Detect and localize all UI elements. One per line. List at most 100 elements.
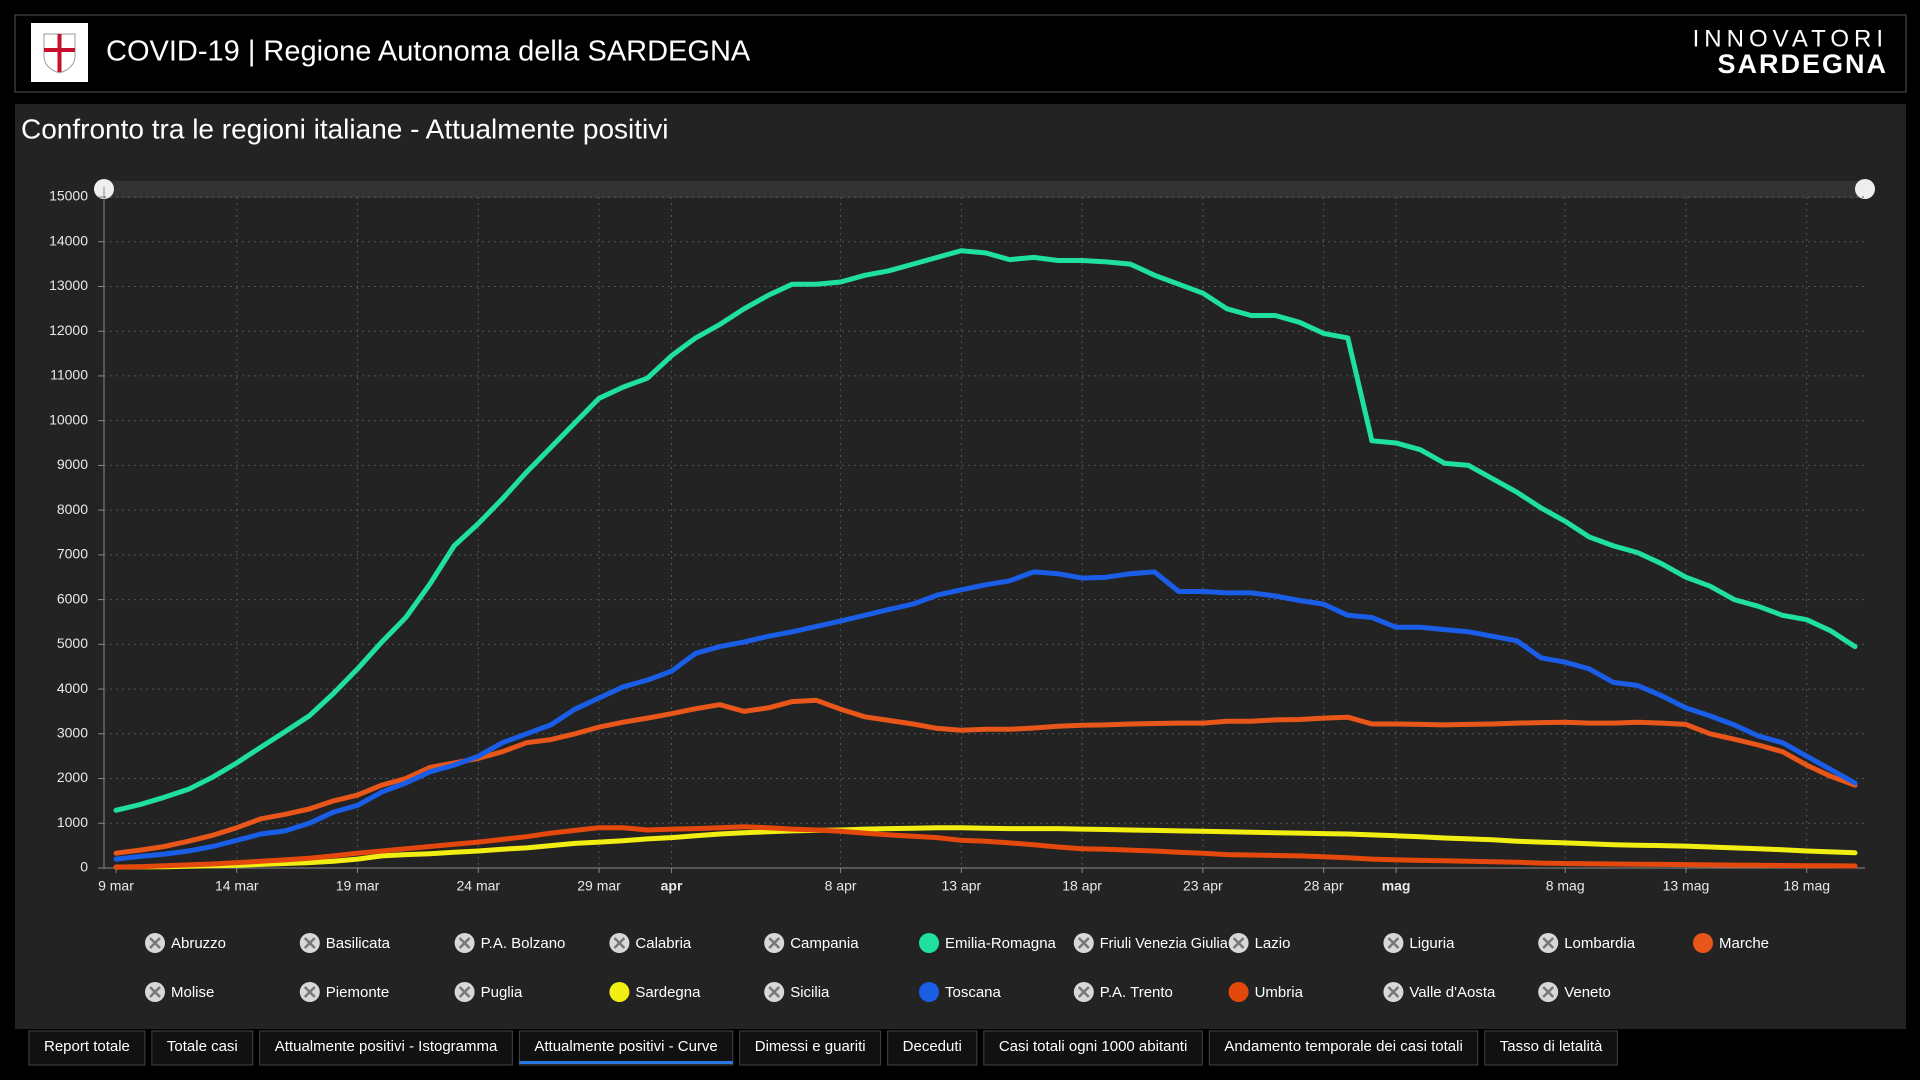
legend-hidden-mark xyxy=(1232,937,1245,949)
y-tick-label: 12000 xyxy=(49,322,88,338)
tab[interactable]: Attualmente positivi - Istogramma xyxy=(259,1030,513,1066)
legend-item[interactable]: Liguria xyxy=(1383,933,1455,953)
tab-box xyxy=(518,1030,734,1066)
tab[interactable]: Casi totali ogni 1000 abitanti xyxy=(983,1030,1203,1066)
legend-item[interactable]: Puglia xyxy=(454,982,523,1002)
tab[interactable]: Deceduti xyxy=(887,1030,978,1066)
x-tick-label: 24 mar xyxy=(457,878,501,894)
header-bar xyxy=(14,14,1907,93)
legend-hidden-mark xyxy=(303,937,316,949)
legend-hidden-mark xyxy=(303,986,316,998)
legend-label: Friuli Venezia Giulia xyxy=(1100,935,1229,952)
legend-item[interactable]: Calabria xyxy=(609,933,692,953)
tab-label: Report totale xyxy=(44,1038,130,1055)
tab[interactable]: Dimessi e guariti xyxy=(739,1030,882,1066)
x-tick-label: 18 apr xyxy=(1062,878,1102,894)
tab-label: Deceduti xyxy=(903,1038,962,1055)
legend-hidden-mark xyxy=(613,937,626,949)
series-line xyxy=(113,697,1858,856)
legend-item[interactable]: Valle d'Aosta xyxy=(1383,982,1496,1002)
legend-label: Valle d'Aosta xyxy=(1409,984,1496,1001)
chart-panel xyxy=(15,104,1906,1029)
legend-item[interactable]: Molise xyxy=(145,982,214,1002)
y-tick-label: 0 xyxy=(80,859,88,875)
series-line xyxy=(113,824,1858,870)
legend-label: Sardegna xyxy=(635,984,701,1001)
tab-label: Andamento temporale dei casi totali xyxy=(1224,1038,1462,1055)
legend-item[interactable]: Abruzzo xyxy=(145,933,226,953)
tab-label: Casi totali ogni 1000 abitanti xyxy=(999,1038,1187,1055)
x-tick-label: 28 apr xyxy=(1304,878,1344,894)
legend-item[interactable]: Sardegna xyxy=(609,982,701,1002)
legend-item[interactable]: Piemonte xyxy=(299,982,389,1002)
plot-area: 0 1000 2000 3000 4000 5000 6000 7000 8000 9000 100… xyxy=(49,187,1865,894)
tab-label: Attualmente positivi - Istogramma xyxy=(275,1038,498,1055)
tab-label: Dimessi e guariti xyxy=(755,1038,866,1055)
legend-label: Sicilia xyxy=(790,984,830,1001)
y-tick-label: 2000 xyxy=(57,769,88,785)
legend-hidden-mark xyxy=(1077,937,1090,949)
legend-item[interactable]: Toscana xyxy=(919,982,1002,1002)
legend-hidden-mark xyxy=(1542,937,1555,949)
slider-handle-end[interactable] xyxy=(1855,179,1875,199)
legend-hidden-mark xyxy=(458,986,471,998)
legend-item[interactable]: Basilicata xyxy=(299,933,391,953)
x-tick-label: 9 mar xyxy=(98,878,134,894)
legend-hidden-mark xyxy=(768,937,781,949)
legend-label: Campania xyxy=(790,935,859,952)
legend-label: Abruzzo xyxy=(171,935,226,952)
tab[interactable]: Totale casi xyxy=(151,1030,254,1066)
range-slider[interactable] xyxy=(104,181,1865,198)
tab[interactable]: Andamento temporale dei casi totali xyxy=(1208,1030,1479,1066)
coat-of-arms xyxy=(31,23,88,82)
legend-item[interactable]: Lazio xyxy=(1228,933,1291,953)
logo-bottom: SARDEGNA xyxy=(1717,49,1888,79)
legend-hidden-mark xyxy=(1387,937,1400,949)
legend-label: Umbria xyxy=(1255,984,1304,1001)
legend-item[interactable]: P.A. Trento xyxy=(1073,982,1173,1002)
y-tick-label: 11000 xyxy=(50,367,88,383)
header-title: COVID-19 | Regione Autonoma della SARDEG… xyxy=(106,36,751,68)
logo-top: INNOVATORI xyxy=(1693,25,1888,52)
y-tick-label: 5000 xyxy=(57,635,88,651)
legend-icon xyxy=(1228,982,1249,1002)
tab-label: Attualmente positivi - Curve xyxy=(534,1038,717,1055)
legend-label: Marche xyxy=(1719,935,1769,952)
tab[interactable]: Report totale xyxy=(28,1030,146,1066)
legend-item[interactable]: Campania xyxy=(764,933,859,953)
y-tick-label: 10000 xyxy=(49,411,88,427)
y-tick-label: 4000 xyxy=(57,680,88,696)
legend-item[interactable]: Veneto xyxy=(1538,982,1611,1002)
x-tick-label: 8 apr xyxy=(825,878,857,894)
legend-label: P.A. Bolzano xyxy=(481,935,566,952)
tab-box xyxy=(1208,1030,1479,1066)
tab-box xyxy=(983,1030,1203,1066)
legend-item[interactable]: Marche xyxy=(1693,933,1769,953)
tab-active-underline xyxy=(519,1061,733,1064)
tab[interactable]: Attualmente positivi - Curve xyxy=(518,1030,734,1066)
tab[interactable]: Tasso di letalità xyxy=(1484,1030,1618,1066)
legend-item[interactable]: Lombardia xyxy=(1538,933,1636,953)
legend-item[interactable]: Sicilia xyxy=(764,982,830,1002)
series-line xyxy=(113,825,1858,870)
y-tick-label: 7000 xyxy=(57,546,88,562)
x-tick-label: 13 apr xyxy=(941,878,981,894)
legend-icon xyxy=(919,933,939,953)
tab-box xyxy=(887,1030,978,1066)
x-tick-label: apr xyxy=(661,878,683,894)
legend-hidden-mark xyxy=(768,986,781,998)
legend-label: Basilicata xyxy=(326,935,391,952)
x-tick-label: 8 mag xyxy=(1546,878,1585,894)
legend-hidden-mark xyxy=(149,986,161,998)
legend-label: Emilia-Romagna xyxy=(945,935,1057,952)
legend-item[interactable]: Friuli Venezia Giulia xyxy=(1073,933,1229,953)
tab-bar: Report totale Totale casi Attualmente posi… xyxy=(28,1030,1618,1066)
tab-box xyxy=(739,1030,882,1066)
legend-label: Molise xyxy=(171,984,214,1001)
legend-item[interactable]: Emilia-Romagna xyxy=(919,933,1057,953)
legend-item[interactable]: Umbria xyxy=(1228,982,1304,1002)
y-tick-label: 9000 xyxy=(57,456,88,472)
legend-item[interactable]: P.A. Bolzano xyxy=(454,933,566,953)
legend-hidden-mark xyxy=(1542,986,1555,998)
x-tick-label: mag xyxy=(1382,878,1411,894)
